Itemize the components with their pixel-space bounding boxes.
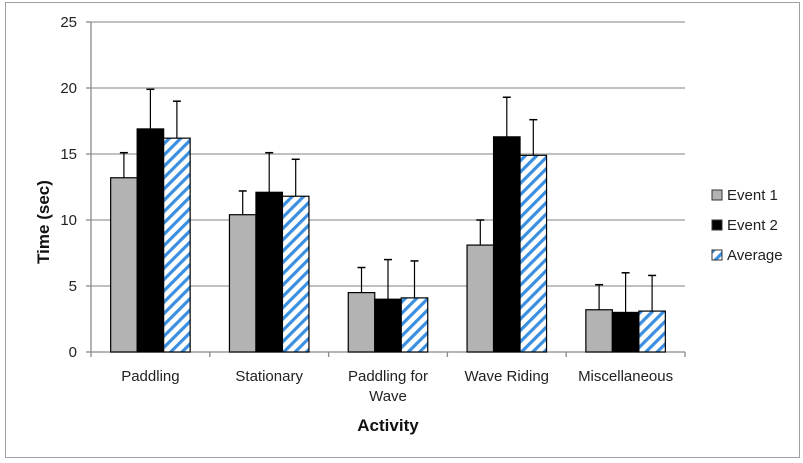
- bar-event-2: [611, 311, 640, 353]
- bar-average: [400, 297, 429, 353]
- x-tick-label: Stationary: [235, 368, 303, 385]
- x-tick-label: Wave: [369, 388, 407, 405]
- bar-average: [163, 137, 191, 353]
- y-tick-label: 5: [69, 278, 77, 295]
- legend-label: Event 1: [727, 187, 778, 204]
- legend-label: Event 2: [727, 217, 778, 234]
- bar-event-1: [228, 214, 257, 353]
- y-tick-label: 25: [60, 14, 77, 31]
- legend-swatch: [711, 189, 723, 201]
- y-tick-label: 20: [60, 80, 77, 97]
- x-tick-label: Paddling for: [348, 368, 428, 385]
- legend-label: Average: [727, 247, 783, 264]
- bar-event-1: [466, 244, 495, 353]
- bar-average: [281, 195, 310, 353]
- x-axis-title: Activity: [357, 416, 419, 435]
- y-tick-labels: 0 5 10 15 20 25: [60, 14, 77, 361]
- legend-swatch: [711, 249, 723, 261]
- bar-event-2: [492, 136, 521, 353]
- bar-average: [638, 310, 666, 353]
- bar-event-1: [347, 292, 376, 353]
- legend: Event 1 Event 2 Average: [711, 187, 783, 264]
- x-tick-label: Wave Riding: [465, 368, 549, 385]
- x-tick-label: Miscellaneous: [578, 368, 673, 385]
- x-tick-labels: Paddling Stationary Paddling for Wave Wave R…: [121, 368, 673, 405]
- y-tick-label: 15: [60, 146, 77, 163]
- bars: [110, 128, 666, 353]
- bar-event-1: [585, 309, 613, 353]
- bar-event-2: [136, 128, 165, 353]
- bar-average: [519, 154, 548, 353]
- y-tick-label: 0: [69, 344, 77, 361]
- legend-swatch: [711, 219, 723, 231]
- y-tick-label: 10: [60, 212, 77, 229]
- y-axis-title: Time (sec): [34, 180, 53, 264]
- bar-event-1: [110, 177, 138, 353]
- x-tick-label: Paddling: [121, 368, 179, 385]
- bar-event-2: [255, 191, 284, 353]
- error-bars: [119, 88, 657, 313]
- bar-event-2: [374, 298, 402, 353]
